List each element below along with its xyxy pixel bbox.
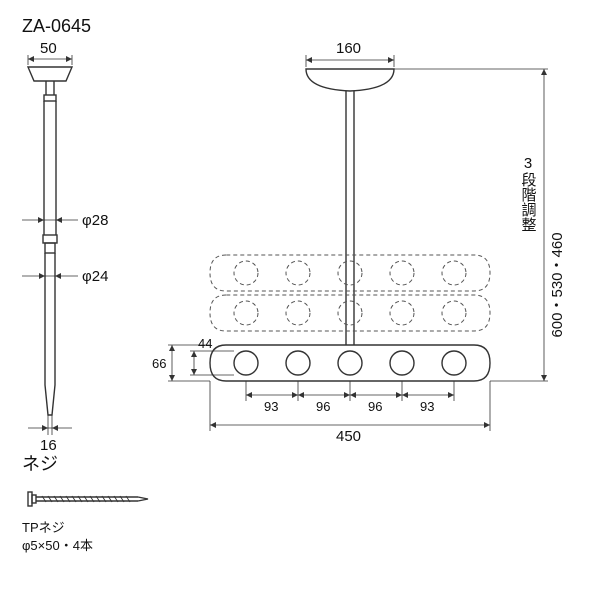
screw-title: ネジ	[22, 454, 58, 474]
alt-bar-2	[210, 295, 490, 331]
dim-d28: φ28	[22, 212, 108, 229]
dim-ceiling-plate: 160	[306, 40, 394, 67]
screw-line1: TPネジ	[22, 520, 65, 535]
dim-hs-1: 96	[316, 399, 330, 414]
dim-overall-height: 3段階調整 600・530・460	[394, 69, 566, 381]
dim-44-label: 44	[198, 336, 212, 351]
dim-tip-label: 16	[40, 437, 57, 454]
side-view: 50 φ28	[22, 40, 108, 454]
alt-bar-1	[210, 255, 490, 291]
height-values: 600・530・460	[549, 232, 566, 337]
ceiling-plate	[306, 69, 394, 91]
dim-hs-2: 96	[368, 399, 382, 414]
screw-icon	[28, 492, 148, 506]
dim-tip-width: 16	[28, 415, 72, 454]
dim-hs-0: 93	[264, 399, 278, 414]
dim-d28-label: φ28	[82, 212, 108, 229]
screw-section: ネジ TPネジ φ5×50・4本	[22, 454, 148, 553]
front-view: 160	[152, 40, 566, 445]
dim-d24-label: φ24	[82, 268, 108, 285]
dim-hs-3: 93	[420, 399, 434, 414]
side-cap	[28, 67, 72, 81]
main-bar	[210, 345, 490, 381]
height-note: 3段階調整	[520, 155, 537, 232]
dim-cap-width: 50	[28, 40, 72, 65]
dim-450-label: 450	[336, 428, 361, 445]
dim-hole-spacing: 93 96 96 93	[246, 381, 454, 414]
screw-line2: φ5×50・4本	[22, 538, 93, 553]
dim-cap-width-label: 50	[40, 40, 57, 57]
model-number: ZA-0645	[22, 16, 91, 36]
dim-160-label: 160	[336, 40, 361, 57]
dim-66-label: 66	[152, 356, 166, 371]
dim-bar-heights: 66 44	[152, 336, 234, 381]
dim-d24: φ24	[22, 268, 108, 285]
